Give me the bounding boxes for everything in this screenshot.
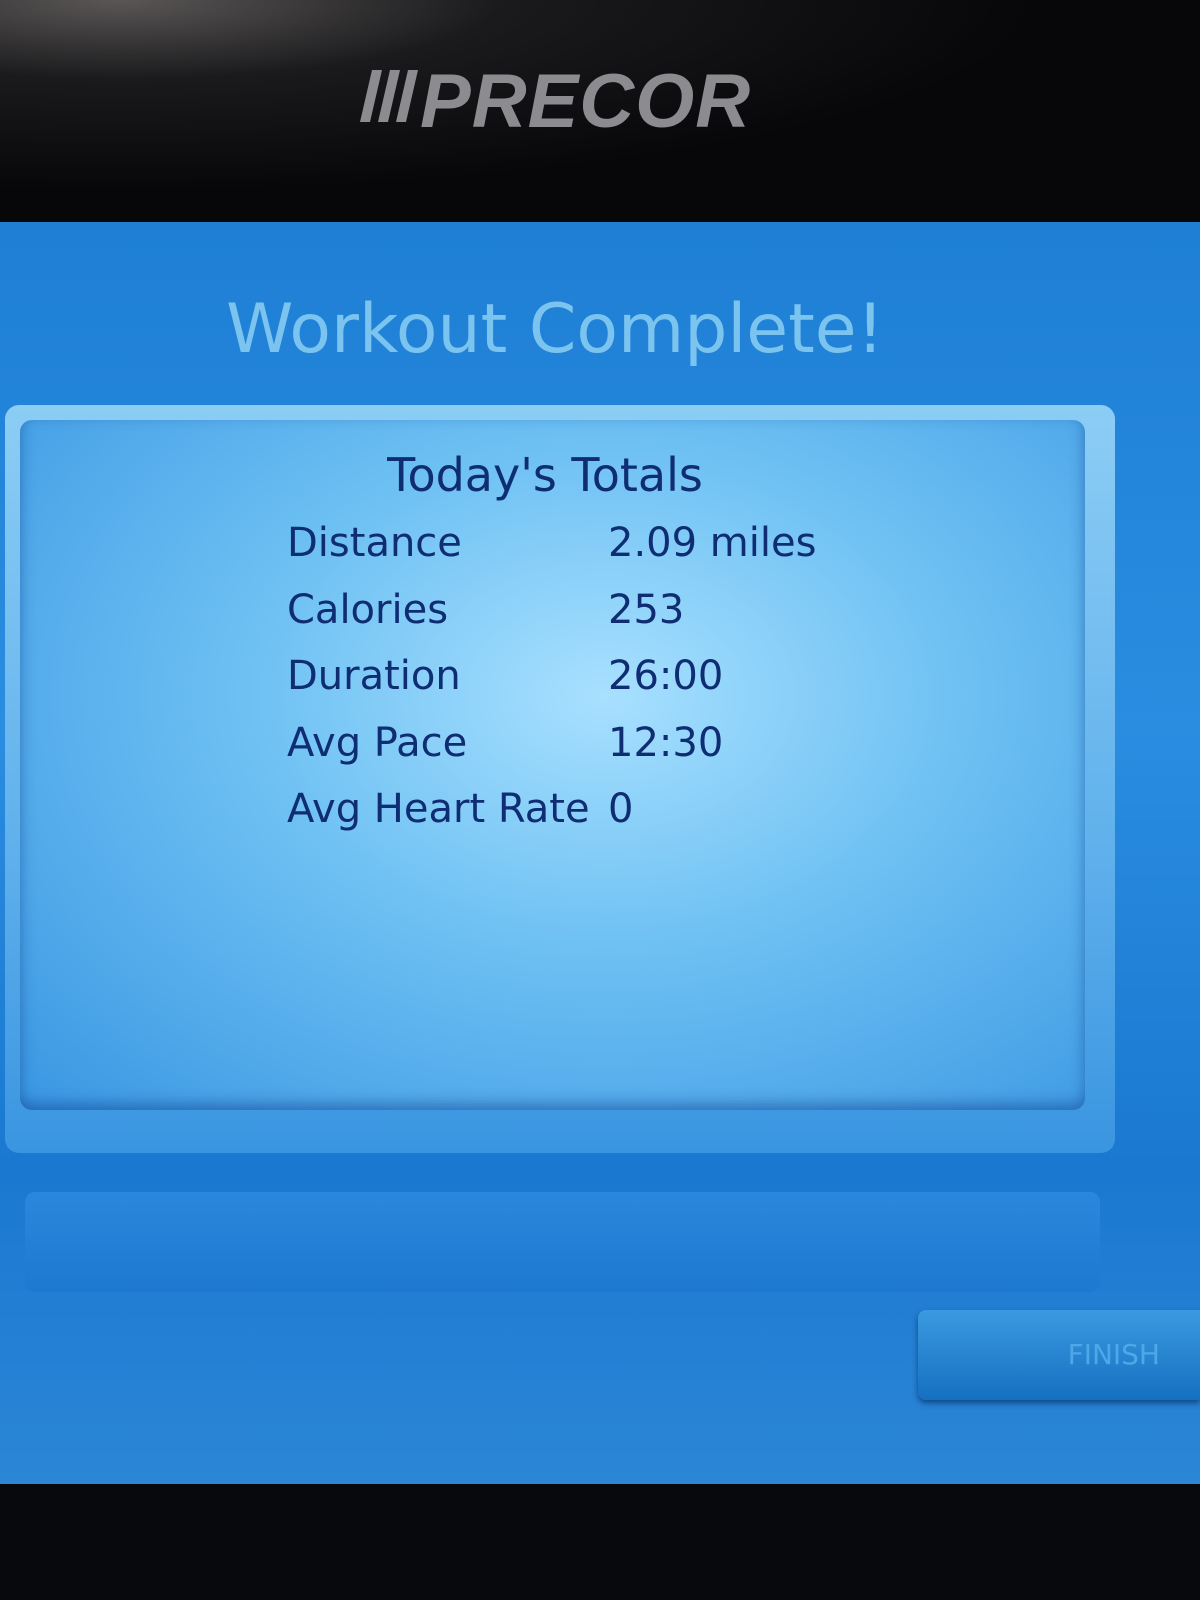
row-value: 12:30 [608,719,724,766]
finish-button[interactable]: FINISH [918,1310,1200,1400]
row-value: 253 [608,586,685,633]
row-label: Distance [287,520,462,566]
row-label: Calories [287,586,449,633]
logo-mark [360,70,418,122]
totals-panel [20,420,1085,1110]
row-label: Avg Pace [287,719,468,766]
panel-title: Today's Totals [387,448,703,502]
row-label: Duration [287,653,461,699]
brand-logo: PRECOR [420,59,752,144]
screen-title: Workout Complete! [226,290,884,369]
row-label: Avg Heart Rate [287,786,590,832]
lower-bar [25,1192,1100,1292]
bottom-bezel [0,1484,1200,1600]
top-bezel: PRECOR [0,0,1200,225]
row-value: 26:00 [608,653,724,699]
row-value: 0 [608,786,634,832]
row-value: 2.09 miles [608,520,817,566]
